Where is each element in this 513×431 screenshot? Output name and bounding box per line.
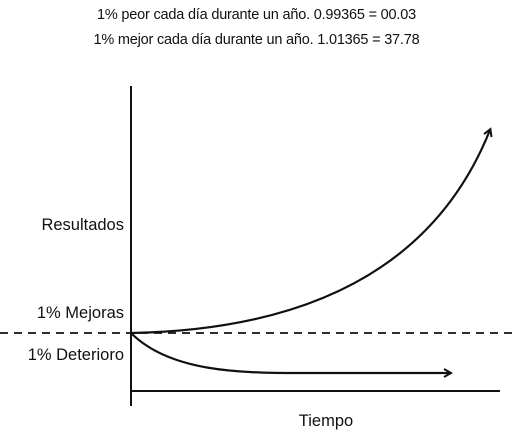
- better-formula-text: 1% mejor cada día durante un año. 1.0136…: [93, 32, 420, 48]
- improvement-label: 1% Mejoras: [37, 304, 124, 322]
- decline-label: 1% Deterioro: [28, 346, 124, 364]
- decline-curve: [130, 332, 450, 373]
- worse-formula-text: 1% peor cada día durante un año. 0.99365…: [97, 7, 416, 23]
- y-axis-label: Resultados: [41, 216, 124, 234]
- x-axis-label: Tiempo: [299, 412, 353, 430]
- improvement-curve: [130, 130, 490, 335]
